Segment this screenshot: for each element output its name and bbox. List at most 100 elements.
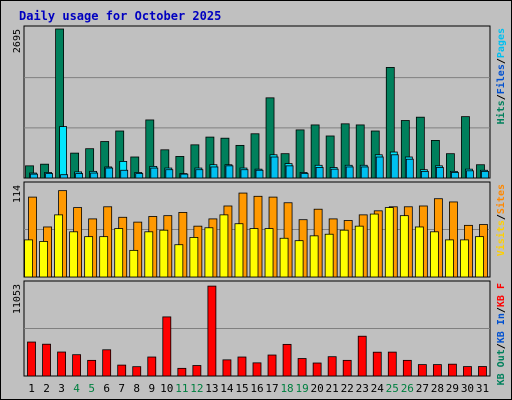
bar-sites (234, 223, 244, 278)
bar-pages (375, 156, 384, 179)
visits-panel: 114 (12, 185, 488, 278)
y-max-label: 2695 (12, 29, 23, 53)
x-tick-label: 5 (88, 382, 95, 395)
x-tick-label: 25 (386, 382, 399, 395)
bar-sites (475, 236, 484, 278)
x-tick-label: 24 (371, 382, 385, 395)
bar-pages (105, 167, 114, 179)
bar-sites (249, 228, 259, 278)
bar-pages (165, 169, 174, 179)
bar-pages (60, 174, 68, 179)
bar-kb-f (222, 359, 232, 377)
bar-pages (345, 166, 354, 179)
bar-kb-f (162, 316, 172, 377)
x-tick-label: 13 (205, 382, 218, 395)
legend-item: KB In (496, 313, 507, 343)
x-tick-label: 22 (341, 382, 354, 395)
bar-sites (309, 235, 319, 278)
bar-kb-f (357, 335, 367, 377)
bar-sites (264, 228, 274, 278)
bar-kb-f (87, 359, 97, 377)
legend-separator: / (496, 214, 507, 220)
bar-pages (300, 173, 309, 179)
x-tick-label: 17 (265, 382, 278, 395)
bar-kb-f (432, 364, 442, 377)
legend-item: Sites (495, 184, 507, 214)
bar-pages (210, 166, 219, 179)
bar-pages (285, 165, 294, 179)
bar-sites (144, 231, 154, 278)
kb-panel: 11053 (12, 284, 487, 377)
legend-separator: / (496, 307, 507, 313)
bar-sites (369, 213, 379, 278)
bar-sites (54, 214, 63, 278)
bar-sites (324, 233, 334, 278)
x-tick-label: 20 (311, 382, 324, 395)
legend-group: Visits/Sites (495, 184, 507, 256)
bar-kb-f (267, 354, 277, 377)
bar-pages (120, 169, 129, 179)
bar-sites (294, 240, 304, 278)
x-tick-label: 19 (295, 382, 308, 395)
bar-sites (174, 244, 184, 278)
x-tick-label: 8 (133, 382, 140, 395)
bar-kb-f (463, 366, 472, 377)
bar-sites (279, 237, 289, 278)
bar-sites (219, 214, 229, 278)
x-tick-label: 27 (416, 382, 429, 395)
bar-kb-f (72, 354, 82, 377)
bar-pages (180, 173, 189, 179)
x-tick-label: 9 (148, 382, 155, 395)
bar-pages (315, 167, 324, 179)
bar-sites (354, 225, 364, 278)
bar-pages (435, 167, 444, 179)
x-tick-label: 26 (401, 382, 414, 395)
bar-sites (159, 229, 169, 278)
bar-pages (330, 168, 339, 179)
legend-item: Hits (495, 100, 507, 124)
x-axis-tick-labels: 1 2 3 4 5 6 7 8 9 10 11 12 13 14 15 16 17 18 19 20 21 22 23 24 2… (28, 382, 489, 395)
bar-kb-f (42, 343, 51, 377)
bar-pages (225, 165, 234, 179)
bar-sites (414, 226, 424, 278)
bar-sites (129, 249, 139, 278)
legend-group: KB Out/KB In/KB F (496, 283, 507, 385)
bar-pages (270, 156, 279, 179)
bar-pages (360, 166, 369, 179)
bar-sites (204, 227, 214, 278)
bar-kb-f (417, 364, 427, 377)
bar-pages (45, 173, 53, 179)
bar-pages (466, 170, 474, 179)
bar-kb-f (102, 349, 112, 377)
bar-kb-f (192, 365, 202, 377)
bar-sites (399, 215, 409, 278)
x-tick-label: 16 (250, 382, 263, 395)
bar-sites (39, 241, 48, 278)
x-tick-label: 10 (160, 382, 173, 395)
bar-pages (75, 173, 84, 179)
bar-sites (99, 236, 109, 278)
bar-pages (481, 170, 489, 179)
bar-pages (451, 172, 459, 179)
bar-sites (339, 229, 349, 278)
bar-kb-f (132, 366, 142, 377)
bar-kb-f (282, 343, 292, 377)
bar-sites (189, 237, 199, 278)
bar-kb-f (478, 366, 487, 377)
bar-kb-f (327, 356, 337, 377)
hits-panel: 2695 (12, 28, 489, 179)
y-max-label: 11053 (12, 284, 23, 314)
legend-item: Visits (495, 220, 507, 256)
bar-kb-f (372, 351, 382, 377)
legend-item: Files (495, 64, 507, 94)
bar-pages (30, 173, 38, 179)
bar-kb-f (342, 359, 352, 377)
legend-item: KB Out (496, 349, 507, 385)
bar-sites (460, 239, 469, 278)
x-tick-label: 31 (476, 382, 489, 395)
x-tick-label: 1 (28, 382, 35, 395)
bar-kb-f (147, 356, 157, 377)
x-tick-label: 7 (118, 382, 125, 395)
bar-kb-f (312, 362, 322, 377)
